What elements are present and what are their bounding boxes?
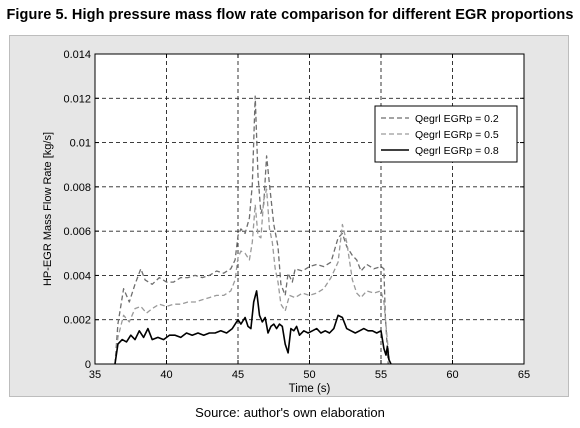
series-line-3 [114,290,392,365]
figure-title: Figure 5. High pressure mass flow rate c… [6,7,574,23]
y-tick-label: 0.002 [63,315,91,327]
series-line-2 [114,188,391,365]
y-tick-label: 0.004 [63,270,91,282]
y-tick-label: 0 [85,359,91,371]
x-tick-label: 65 [518,369,530,381]
y-tick-label: 0.014 [63,49,91,61]
figure-panel: 35 40 45 50 55 60 65 0 0.002 0.004 0.006 0.008 0.01 0… [9,35,569,397]
x-tick-label: 55 [375,369,387,381]
x-tick-label: 60 [446,369,458,381]
legend-label-1: Qegrl EGRp = 0.2 [415,113,499,125]
y-tick-label: 0.008 [63,182,91,194]
y-tick-label: 0.012 [63,93,91,105]
x-tick-label: 40 [160,369,172,381]
y-axis-label: HP-EGR Mass Flow Rate [kg/s] [42,132,54,286]
figure-source: Source: author's own elaboration [195,405,385,420]
x-tick-label: 45 [232,369,244,381]
y-tick-label: 0.01 [70,138,91,150]
x-tick-label: 35 [89,369,101,381]
y-tick-label: 0.006 [63,226,91,238]
x-axis-label: Time (s) [289,383,331,395]
x-tick-label: 50 [303,369,315,381]
legend-label-3: Qegrl EGRp = 0.8 [415,145,499,157]
series-line-1 [114,95,389,365]
legend-label-2: Qegrl EGRp = 0.5 [415,129,499,141]
chart: 35 40 45 50 55 60 65 0 0.002 0.004 0.006 0.008 0.01 0… [42,49,530,395]
